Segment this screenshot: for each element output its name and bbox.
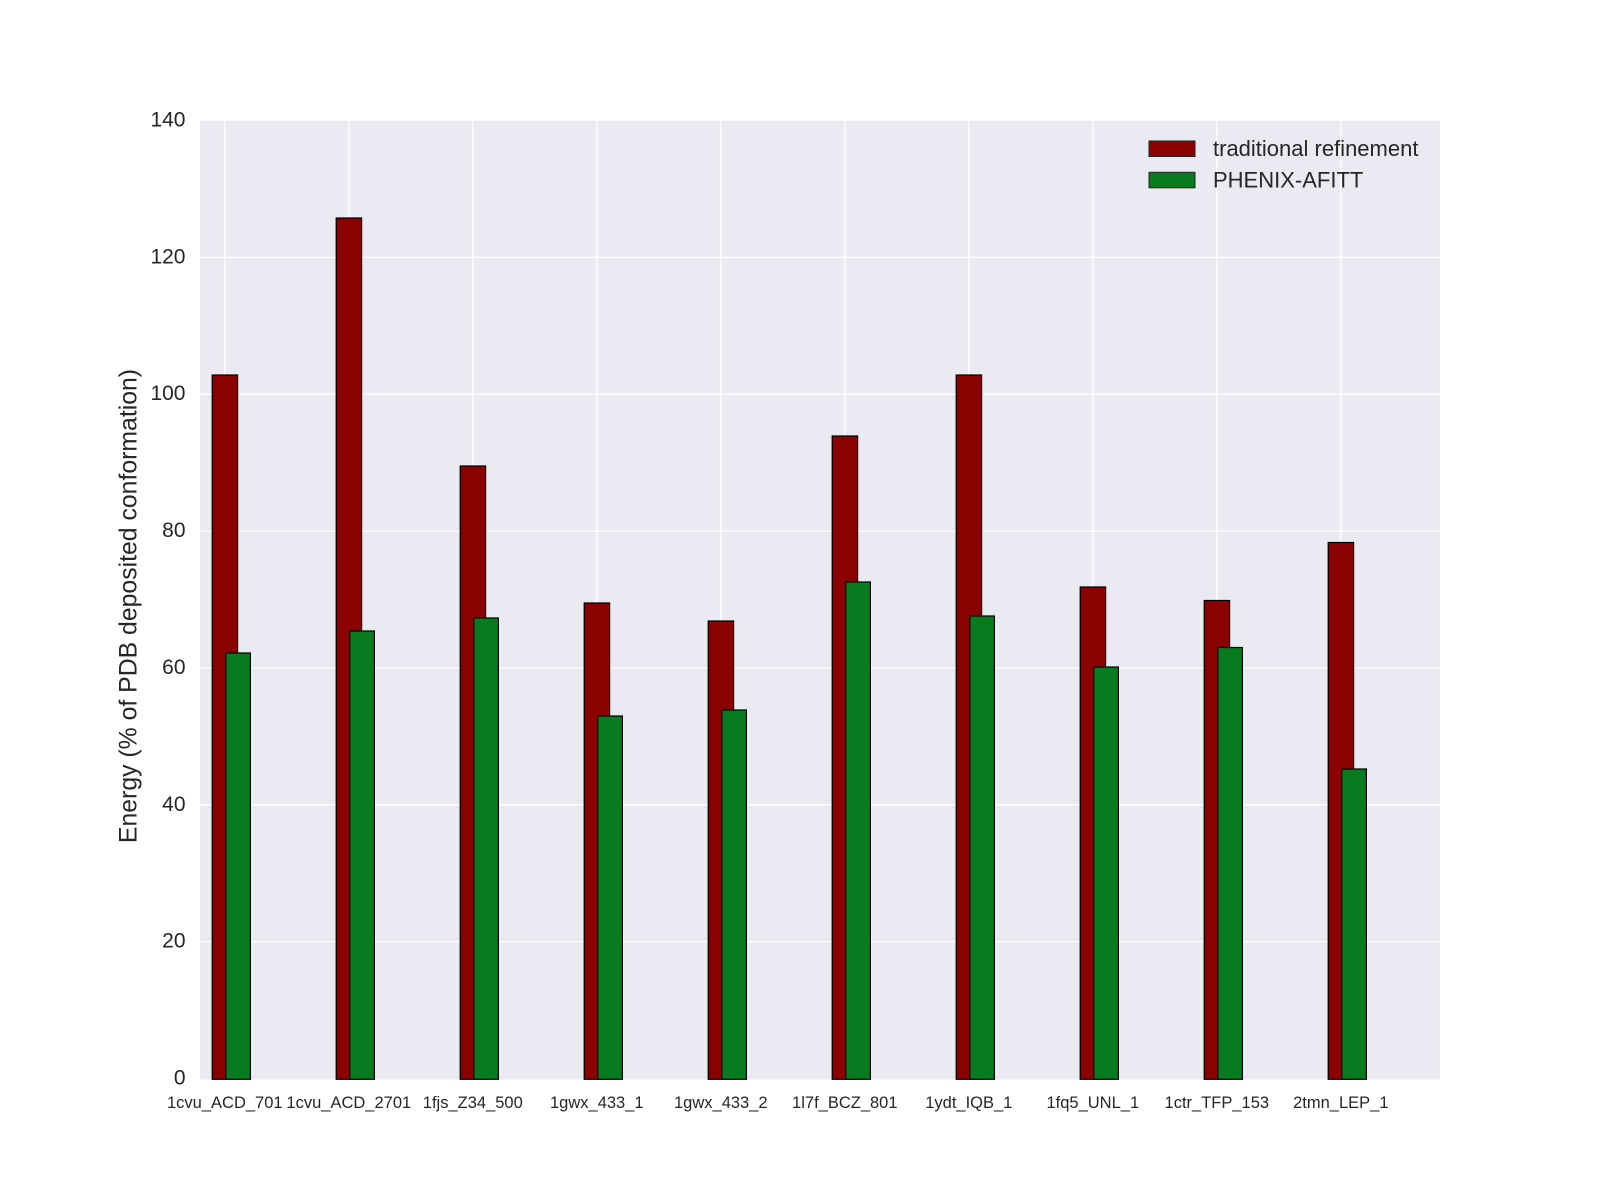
svg-text:1ydt_IQB_1: 1ydt_IQB_1 — [925, 1094, 1012, 1112]
svg-text:40: 40 — [162, 793, 185, 816]
svg-text:0: 0 — [174, 1067, 186, 1090]
svg-text:140: 140 — [150, 109, 185, 132]
svg-text:1cvu_ACD_701: 1cvu_ACD_701 — [167, 1094, 283, 1112]
svg-text:2tmn_LEP_1: 2tmn_LEP_1 — [1293, 1094, 1388, 1112]
svg-text:120: 120 — [150, 245, 185, 268]
svg-text:1fq5_UNL_1: 1fq5_UNL_1 — [1046, 1094, 1139, 1112]
svg-text:1gwx_433_1: 1gwx_433_1 — [550, 1094, 644, 1112]
svg-text:1l7f_BCZ_801: 1l7f_BCZ_801 — [792, 1094, 898, 1112]
svg-text:80: 80 — [162, 519, 185, 542]
svg-text:100: 100 — [150, 382, 185, 405]
svg-text:1cvu_ACD_2701: 1cvu_ACD_2701 — [286, 1094, 411, 1112]
svg-text:60: 60 — [162, 656, 185, 679]
svg-text:1gwx_433_2: 1gwx_433_2 — [674, 1094, 768, 1112]
svg-text:1fjs_Z34_500: 1fjs_Z34_500 — [423, 1094, 523, 1112]
svg-text:1ctr_TFP_153: 1ctr_TFP_153 — [1165, 1094, 1270, 1112]
svg-text:PHENIX-AFITT: PHENIX-AFITT — [1213, 167, 1363, 192]
svg-text:20: 20 — [162, 930, 185, 953]
svg-text:Energy (% of PDB deposited con: Energy (% of PDB deposited conformation) — [116, 369, 143, 843]
svg-text:traditional refinement: traditional refinement — [1213, 136, 1418, 161]
